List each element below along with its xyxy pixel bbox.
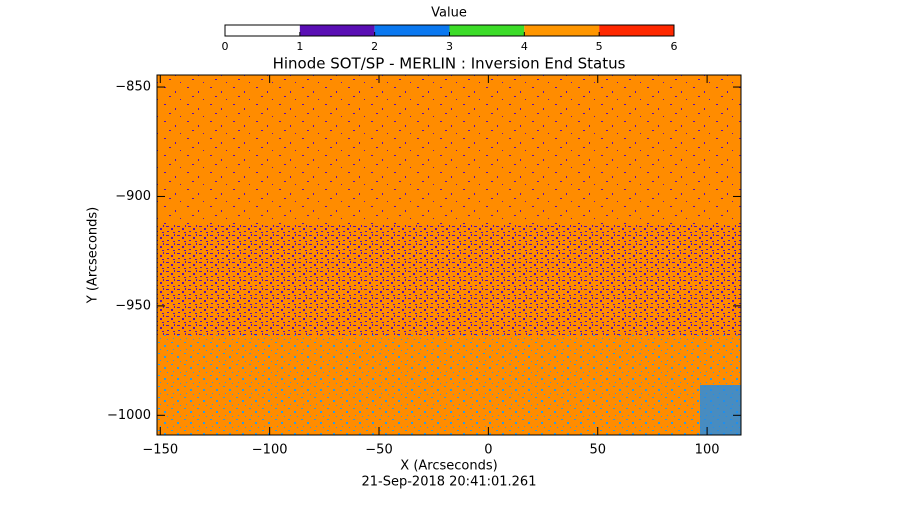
x-tick-label: 0 [484,443,492,458]
y-tick-label: −850 [115,80,151,95]
colorbar-segment [299,25,375,36]
y-axis-label: Y (Arcseconds) [86,207,101,304]
y-tick-label: −900 [115,189,151,204]
plot-frame [156,74,742,436]
colorbar-tick-label: 4 [521,40,528,53]
colorbar-tick-label: 1 [296,40,303,53]
date-label: 21-Sep-2018 20:41:01.261 [362,475,537,490]
y-tick-label: −1000 [107,408,151,423]
colorbar-segment [225,25,300,36]
colorbar-tick-label: 3 [446,40,453,53]
chart-title: Hinode SOT/SP - MERLIN : Inversion End S… [273,55,626,73]
x-tick-label: 50 [589,443,606,458]
image [157,75,741,435]
colorbar-tick-label: 5 [596,40,603,53]
colorbar-segment [524,25,600,36]
x-tick-label: −150 [142,443,178,458]
colorbar-segment [599,25,674,36]
colorbar-title: Value [431,6,467,21]
colorbar-segment [374,25,450,36]
colorbar-tick-label: 0 [222,40,229,53]
y-tick-label: −950 [115,298,151,313]
colorbar-tick-label: 6 [671,40,678,53]
x-tick-label: −100 [252,443,288,458]
colorbar-tick-label: 2 [371,40,378,53]
colorbar-segment [449,25,525,36]
x-tick-label: 100 [695,443,720,458]
x-tick-label: −50 [365,443,392,458]
x-axis-label: X (Arcseconds) [400,459,497,474]
